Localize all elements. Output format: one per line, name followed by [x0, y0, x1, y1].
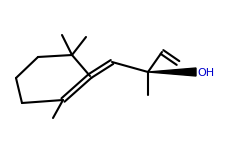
Polygon shape: [148, 68, 196, 76]
Text: OH: OH: [197, 67, 214, 78]
